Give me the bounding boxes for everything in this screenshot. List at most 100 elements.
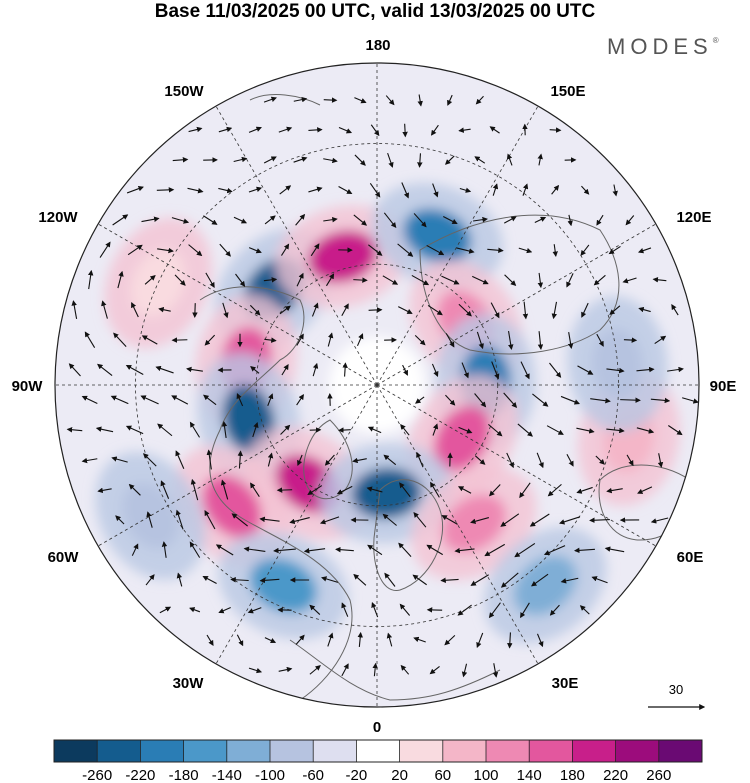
wind-vector [112,214,129,226]
label-60e: 60E [677,549,704,566]
wind-vector [172,157,189,163]
label-90e: 90E [710,378,737,395]
wind-vector [117,270,124,289]
colorbar-segment [54,740,98,762]
wind-vector [231,513,248,527]
wind-vector [472,275,489,285]
wind-vector [579,605,590,615]
wind-vector [263,277,278,283]
map-title: Base 11/03/2025 00 UTC, valid 13/03/2025… [154,1,596,22]
wind-vector [110,395,129,405]
wind-vector [609,305,621,315]
wind-vector [440,577,459,583]
wind-vector [310,243,320,257]
wind-vector [652,277,667,283]
wind-vector [500,572,519,588]
wind-vector [325,273,335,287]
wind-vector [529,513,550,527]
wind-vector [590,397,611,404]
wind-vector [552,244,558,257]
colorbar-tick-label: 180 [560,767,585,783]
wind-vector [402,364,408,376]
reference-vector: 30 [648,682,706,710]
wind-vector [399,482,411,498]
wind-vector [593,274,606,286]
wind-vector [278,126,293,133]
wind-vector [140,395,159,405]
wind-vector [248,667,263,674]
wind-vector [125,425,144,435]
colorbar-tick-label: -220 [125,767,155,783]
label-180: 180 [365,37,390,54]
wind-vector [115,515,125,525]
wind-vector [264,637,277,644]
wind-vector [303,548,326,554]
anomaly-low-core [351,467,422,519]
colorbar: -260 -220 -180 -140 -100 -60 -20 20 60 100 140 180 2… [53,739,703,783]
wind-vector [547,483,562,497]
wind-vector [442,216,458,225]
wind-vector [620,397,641,403]
wind-vector [537,331,544,350]
wind-vector [159,606,172,614]
label-30e: 30E [552,675,579,692]
colorbar-segment [356,740,401,762]
wind-vector [536,452,544,469]
wind-vector [126,186,144,194]
wind-vector [489,126,500,134]
colorbar-segment [226,740,271,762]
wind-vector [188,244,203,257]
wind-vector [321,576,339,583]
wind-vector [221,420,228,439]
label-0: 0 [373,719,381,736]
wind-vector [638,306,651,313]
wind-vector [456,247,475,254]
wind-vector [637,486,653,494]
wind-vector [426,544,444,556]
wind-vector [296,394,304,406]
wind-vector [522,183,529,196]
wind-vector [487,247,504,254]
wind-vector [71,300,78,319]
wind-vector [236,634,244,647]
wind-vector [604,546,625,553]
colorbar-segment [442,740,487,762]
wind-vector [156,187,175,193]
wind-vector [220,479,229,500]
wind-vector [636,366,655,373]
wind-vector [623,337,638,343]
wind-vector [125,364,144,375]
wind-vector [385,95,395,106]
label-60w: 60W [48,549,80,566]
colorbar-segment [529,740,573,762]
greenland-coastline [303,419,353,500]
wind-vector [612,184,618,197]
wind-vector [171,217,190,224]
wind-vector [682,397,699,404]
wind-vector [354,154,366,166]
wind-vector [413,511,427,528]
wind-vector [432,423,439,436]
graticule-layer [55,63,699,707]
wind-vector [81,457,98,464]
wind-vector [488,423,503,437]
colorbar-segment [572,740,617,762]
colorbar-tick-label: 140 [517,767,542,783]
wind-vector [430,481,440,498]
brand-name: MODES [607,34,713,59]
wind-vector [458,127,471,133]
wind-vector [517,423,533,437]
wind-vector [606,427,625,434]
colorbar-tick-label: -140 [212,767,242,783]
wind-vector [458,303,472,317]
wind-vector [97,363,113,376]
wind-vector [490,302,500,319]
wind-vector [368,244,383,256]
wind-vector [657,453,664,468]
wind-vector [492,183,499,196]
wind-vector [580,244,590,256]
label-30w: 30W [173,675,205,692]
wind-vector-layer [66,94,699,678]
wind-vector [295,213,306,226]
wind-vector [384,572,396,587]
